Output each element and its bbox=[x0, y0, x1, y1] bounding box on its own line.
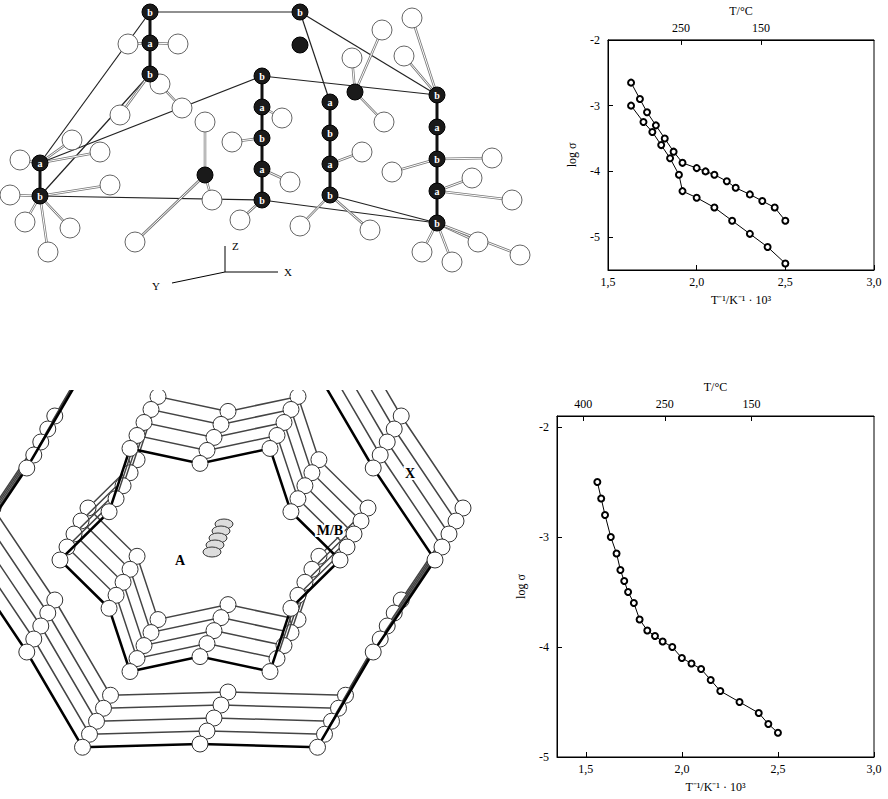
svg-text:150: 150 bbox=[752, 21, 770, 35]
svg-text:Y: Y bbox=[152, 280, 160, 292]
svg-text:250: 250 bbox=[656, 397, 674, 411]
svg-text:T⁻¹/K⁻¹ · 10³: T⁻¹/K⁻¹ · 10³ bbox=[711, 293, 772, 307]
svg-text:T⁻¹/K⁻¹ · 10³: T⁻¹/K⁻¹ · 10³ bbox=[685, 780, 746, 794]
svg-text:3,0: 3,0 bbox=[867, 762, 882, 776]
svg-text:150: 150 bbox=[743, 397, 761, 411]
svg-text:2,5: 2,5 bbox=[778, 275, 793, 289]
svg-text:2,0: 2,0 bbox=[689, 275, 704, 289]
svg-text:b: b bbox=[434, 154, 440, 165]
svg-text:b: b bbox=[434, 218, 440, 229]
svg-text:a: a bbox=[38, 158, 43, 169]
svg-text:2,0: 2,0 bbox=[674, 762, 689, 776]
svg-text:a: a bbox=[435, 122, 440, 133]
svg-text:400: 400 bbox=[574, 397, 592, 411]
svg-text:log σ: log σ bbox=[514, 574, 528, 599]
svg-text:b: b bbox=[259, 71, 265, 82]
svg-text:b: b bbox=[147, 7, 153, 18]
svg-text:b: b bbox=[327, 128, 333, 139]
svg-text:-3: -3 bbox=[539, 530, 549, 544]
svg-text:A: A bbox=[175, 553, 186, 568]
svg-text:b: b bbox=[297, 7, 303, 18]
svg-text:b: b bbox=[37, 191, 43, 202]
svg-text:Z: Z bbox=[232, 240, 239, 252]
svg-text:b: b bbox=[434, 90, 440, 101]
svg-text:a: a bbox=[328, 159, 333, 170]
svg-text:T/°C: T/°C bbox=[704, 380, 727, 394]
svg-text:1,5: 1,5 bbox=[601, 275, 616, 289]
svg-text:log σ: log σ bbox=[565, 142, 579, 167]
svg-text:b: b bbox=[259, 133, 265, 144]
svg-text:-5: -5 bbox=[539, 750, 549, 764]
svg-text:-2: -2 bbox=[590, 33, 600, 47]
svg-text:2,5: 2,5 bbox=[770, 762, 785, 776]
svg-text:X: X bbox=[284, 266, 292, 278]
svg-text:a: a bbox=[435, 186, 440, 197]
svg-text:T/°C: T/°C bbox=[729, 4, 752, 18]
svg-text:1,5: 1,5 bbox=[578, 762, 593, 776]
svg-text:a: a bbox=[148, 38, 153, 49]
svg-text:3,0: 3,0 bbox=[867, 275, 882, 289]
svg-text:b: b bbox=[259, 195, 265, 206]
svg-text:-3: -3 bbox=[590, 99, 600, 113]
svg-text:-4: -4 bbox=[539, 640, 549, 654]
svg-text:-4: -4 bbox=[590, 164, 600, 178]
svg-text:250: 250 bbox=[672, 21, 690, 35]
svg-text:b: b bbox=[147, 69, 153, 80]
svg-text:X: X bbox=[405, 466, 415, 481]
svg-text:a: a bbox=[260, 102, 265, 113]
svg-text:a: a bbox=[260, 164, 265, 175]
svg-text:-5: -5 bbox=[590, 230, 600, 244]
svg-text:a: a bbox=[328, 97, 333, 108]
svg-text:M/B: M/B bbox=[317, 523, 343, 538]
svg-text:b: b bbox=[327, 190, 333, 201]
svg-text:-2: -2 bbox=[539, 420, 549, 434]
